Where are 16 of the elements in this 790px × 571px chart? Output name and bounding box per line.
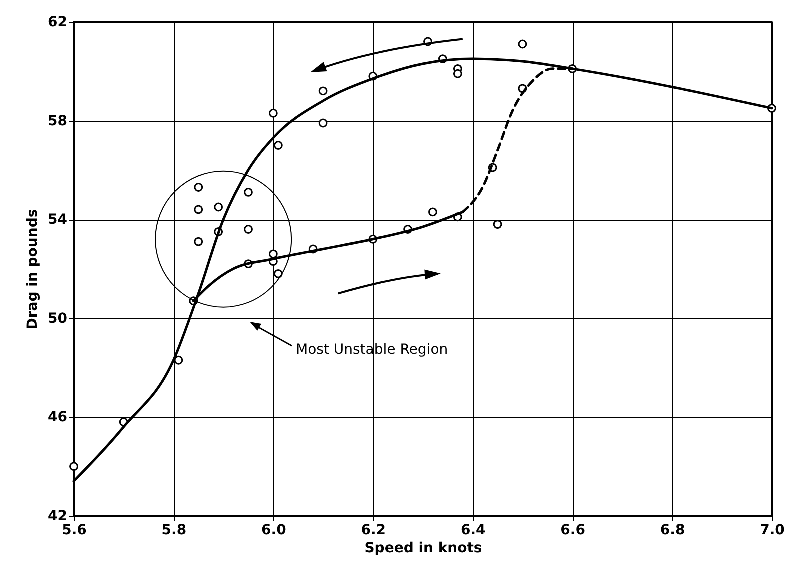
y-tick-label: 54 (48, 212, 68, 228)
x-tick-label: 7.0 (760, 522, 786, 538)
x-tick-label: 5.6 (62, 522, 87, 538)
x-tick-label: 6.4 (460, 522, 486, 538)
y-tick-label: 42 (48, 508, 68, 524)
y-axis-title: Drag in pounds (25, 209, 42, 330)
x-tick-label: 6.8 (660, 522, 686, 538)
y-tick-label: 58 (48, 113, 68, 130)
x-tick-label: 6.0 (262, 522, 287, 538)
y-tick-label: 50 (48, 310, 68, 327)
x-tick-label: 5.8 (162, 522, 187, 538)
x-tick-label: 6.2 (361, 522, 386, 538)
y-tick-label: 62 (48, 14, 68, 30)
x-axis-title: Speed in knots (364, 540, 482, 556)
x-tick-label: 6.6 (560, 522, 586, 538)
y-tick-label: 46 (48, 410, 68, 426)
